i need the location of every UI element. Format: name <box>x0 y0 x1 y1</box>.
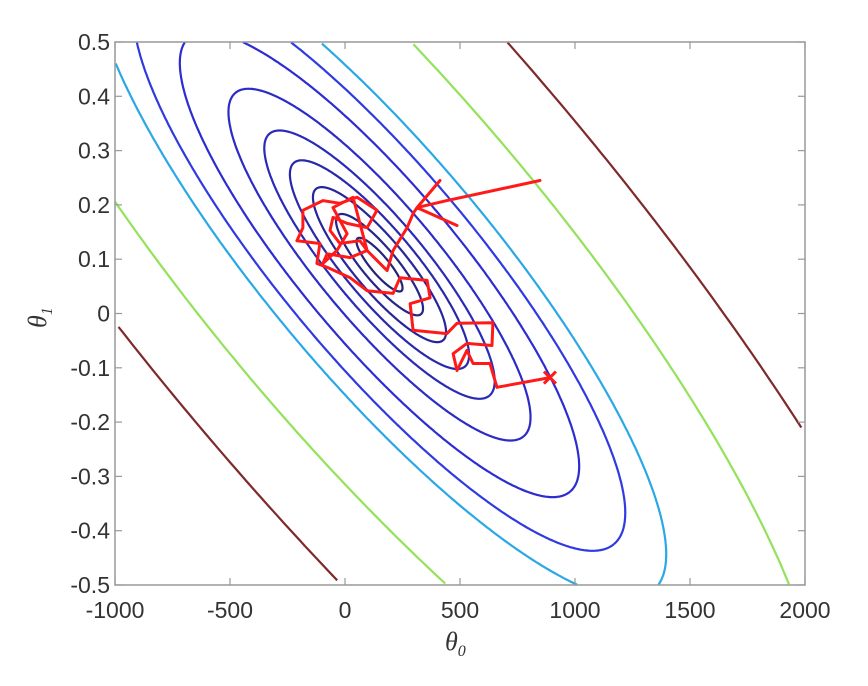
x-tick-label: 1500 <box>664 597 715 623</box>
axis-ticks <box>114 41 806 586</box>
start-x-marker <box>542 370 557 385</box>
y-tick-label: -0.2 <box>70 409 110 435</box>
contour-level-10 <box>412 43 790 585</box>
y-axis-label-subscript: 1 <box>39 307 56 315</box>
x-tick-label: 500 <box>441 597 479 623</box>
y-tick-label: 0 <box>97 301 110 327</box>
y-tick-label: 0.3 <box>78 138 110 164</box>
x-tick-label: -1000 <box>86 597 145 623</box>
contour-level-7 <box>178 41 571 499</box>
y-tick-label: -0.1 <box>70 355 110 381</box>
contour-level-8 <box>290 41 627 545</box>
y-tick-label: 0.5 <box>78 29 110 55</box>
sgd-path-group <box>295 179 557 389</box>
contour-lines <box>114 41 803 586</box>
y-axis-label: θ1 <box>23 307 56 328</box>
y-tick-label: 0.4 <box>78 83 110 109</box>
y-tick-label: -0.5 <box>70 572 110 598</box>
contour-level-8 <box>135 41 615 552</box>
contour-level-9 <box>114 63 578 586</box>
sgd-path-line <box>295 179 552 389</box>
contour-level-10 <box>114 201 446 585</box>
contour-level-5 <box>263 129 496 400</box>
x-tick-label: 0 <box>339 597 352 623</box>
contour-level-1 <box>355 236 404 293</box>
x-axis-label-subscript: 0 <box>458 643 466 660</box>
y-tick-label: 0.1 <box>78 246 110 272</box>
contour-level-11 <box>117 326 338 582</box>
x-tick-label: -500 <box>207 597 253 623</box>
contour-level-6 <box>227 87 532 442</box>
x-tick-label: 1000 <box>549 597 600 623</box>
contour-level-9 <box>321 42 668 586</box>
x-axis-label: θ0 <box>445 627 466 660</box>
y-tick-label: 0.2 <box>78 192 110 218</box>
contour-level-4 <box>288 159 471 371</box>
x-tick-label: 2000 <box>779 597 830 623</box>
contour-level-7 <box>242 41 581 493</box>
plot-background <box>115 42 805 585</box>
contour-level-11 <box>506 41 803 429</box>
y-tick-label: -0.4 <box>70 518 110 544</box>
x-tick-labels: -1000 -500 0 500 1000 1500 2000 <box>86 597 831 623</box>
y-tick-labels: 0.5 0.4 0.3 0.2 0.1 0 -0.1 -0.2 -0.3 -0.4 -0.5 <box>70 29 110 598</box>
y-tick-label: -0.3 <box>70 463 110 489</box>
